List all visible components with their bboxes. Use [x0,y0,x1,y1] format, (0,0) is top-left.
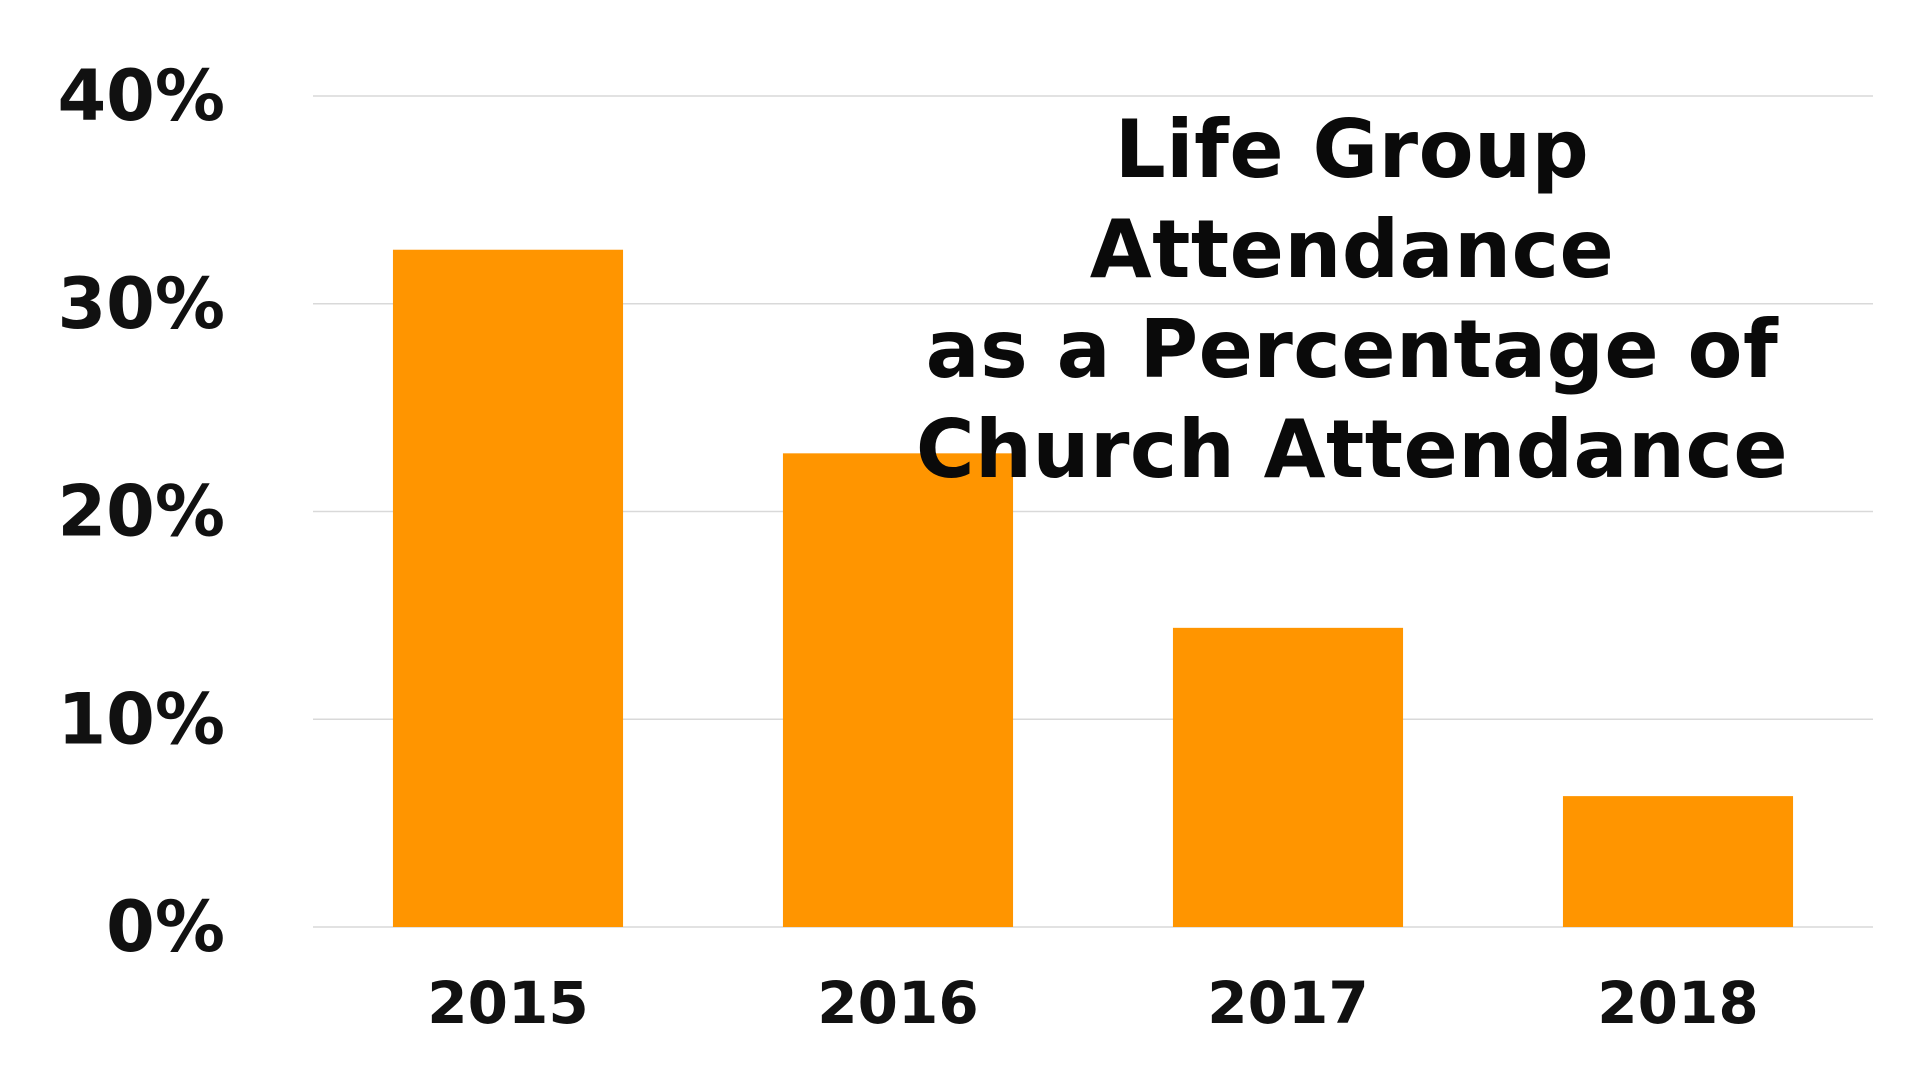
y-tick-label: 40% [57,55,225,137]
bars [392,249,1794,928]
y-tick-label: 20% [57,471,225,553]
y-tick-label: 0% [106,886,225,968]
bar-2015 [392,249,624,928]
bar-2017 [1172,627,1404,927]
y-tick-label: 10% [57,678,225,760]
x-tick-label: 2016 [817,969,978,1037]
x-tick-label: 2017 [1207,969,1368,1037]
x-tick-label: 2018 [1597,969,1758,1037]
x-tick-label: 2015 [427,969,588,1037]
bar-2016 [782,453,1014,927]
y-tick-label: 30% [57,263,225,345]
bar-2018 [1562,796,1794,927]
y-axis-tick-labels: 0% 10% 20% 30% 40% [57,55,225,968]
x-axis-tick-labels: 2015 2016 2017 2018 [427,969,1758,1037]
chart-title: Life Group Attendance as a Percentage of… [915,103,1789,496]
